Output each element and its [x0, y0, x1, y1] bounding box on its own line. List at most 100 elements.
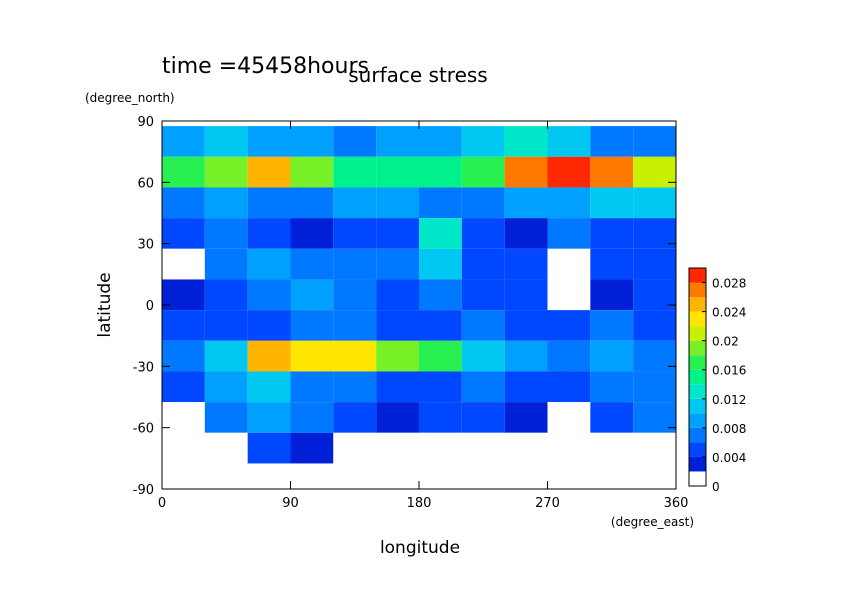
- x-unit: (degree_east): [611, 515, 694, 529]
- cell: [461, 310, 505, 341]
- cell: [419, 371, 462, 403]
- cell: [376, 126, 419, 157]
- colorbar-tick-label: 0.02: [712, 335, 739, 349]
- cell: [162, 126, 205, 157]
- x-tick-label: 360: [664, 496, 689, 511]
- cell: [547, 310, 591, 341]
- cell: [633, 279, 676, 311]
- cell: [376, 279, 419, 311]
- cell: [590, 126, 634, 157]
- cell: [290, 248, 334, 280]
- y-tick-label: -30: [133, 360, 154, 375]
- x-tick-label: 0: [158, 496, 166, 511]
- colorbar-tick-label: 0.016: [712, 364, 746, 378]
- cell: [461, 126, 505, 157]
- cell: [162, 340, 205, 372]
- colorbar-tick-label: 0.008: [712, 422, 746, 436]
- colorbar-tick-label: 0.028: [712, 277, 746, 291]
- cell: [290, 156, 334, 188]
- cell: [504, 156, 548, 188]
- colorbar-segment: [689, 268, 706, 283]
- cell: [162, 156, 205, 188]
- cell: [461, 432, 505, 464]
- cell: [633, 310, 676, 341]
- cell: [419, 187, 462, 219]
- cell: [162, 218, 205, 249]
- cell: [290, 371, 334, 403]
- cell: [590, 248, 634, 280]
- cell: [419, 340, 462, 372]
- cell: [376, 248, 419, 280]
- colorbar-segment: [689, 456, 706, 472]
- cell: [204, 310, 248, 341]
- cell: [461, 402, 505, 433]
- cell: [376, 402, 419, 433]
- cell: [247, 340, 291, 372]
- cell: [590, 310, 634, 341]
- cell: [590, 187, 634, 219]
- y-tick-label: 30: [137, 238, 154, 253]
- cell: [547, 371, 591, 403]
- colorbar-frame: [688, 267, 707, 487]
- y-tick-label: 60: [137, 176, 154, 191]
- colorbar-segment: [689, 398, 706, 414]
- cell: [504, 126, 548, 157]
- cell: [290, 432, 334, 464]
- cell: [376, 371, 419, 403]
- colorbar-tick-label: 0: [712, 480, 720, 494]
- cell: [504, 248, 548, 280]
- y-unit: (degree_north): [85, 91, 175, 105]
- cell: [376, 340, 419, 372]
- x-axis-label: longitude: [380, 538, 460, 558]
- cell: [461, 218, 505, 249]
- cell: [333, 156, 377, 188]
- cell: [204, 126, 248, 157]
- cell: [461, 248, 505, 280]
- cell: [504, 432, 548, 464]
- chart-title: surface stress: [348, 63, 487, 87]
- cell: [247, 310, 291, 341]
- colorbar-segment: [689, 369, 706, 385]
- cell: [461, 340, 505, 372]
- cell: [419, 432, 462, 464]
- cell: [504, 340, 548, 372]
- colorbar-segment: [689, 340, 706, 356]
- cell: [162, 310, 205, 341]
- cell: [633, 340, 676, 372]
- cell: [333, 187, 377, 219]
- cell: [204, 432, 248, 464]
- y-tick-label: 0: [146, 299, 154, 314]
- cell: [504, 279, 548, 311]
- cell: [419, 218, 462, 249]
- cell: [333, 371, 377, 403]
- cell: [204, 340, 248, 372]
- y-tick-label: -90: [133, 483, 154, 498]
- cell: [419, 310, 462, 341]
- cell: [633, 187, 676, 219]
- cell: [247, 371, 291, 403]
- cell: [204, 371, 248, 403]
- y-tick-label: -60: [133, 422, 154, 437]
- cell: [247, 279, 291, 311]
- cell: [376, 187, 419, 219]
- cell: [633, 126, 676, 157]
- cell: [333, 340, 377, 372]
- cell: [204, 156, 248, 188]
- cell: [204, 279, 248, 311]
- colorbar-tick-label: 0.024: [712, 306, 746, 320]
- cell: [333, 218, 377, 249]
- cell: [461, 187, 505, 219]
- cell: [547, 432, 591, 464]
- cell: [162, 402, 205, 433]
- cell: [547, 402, 591, 433]
- colorbar-tick-label: 0.004: [712, 451, 746, 465]
- cell: [290, 279, 334, 311]
- cell: [290, 340, 334, 372]
- cell: [162, 279, 205, 311]
- cell: [590, 432, 634, 464]
- cell: [247, 187, 291, 219]
- cell: [290, 310, 334, 341]
- cell: [419, 156, 462, 188]
- cell: [547, 248, 591, 280]
